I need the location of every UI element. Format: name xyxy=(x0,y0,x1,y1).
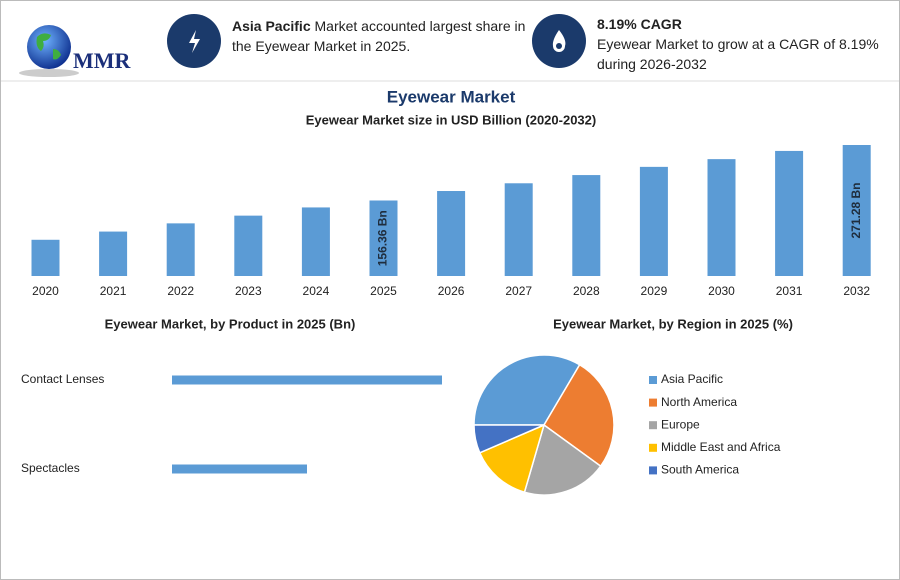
chart-subtitle: Eyewear Market size in USD Billion (2020… xyxy=(306,112,596,127)
x-tick-label: 2025 xyxy=(370,284,397,298)
y-tick-label: Spectacles xyxy=(21,461,80,475)
stat: Asia Pacific Market accounted largest sh… xyxy=(232,16,532,56)
value-label: 156.36 Bn xyxy=(376,210,390,266)
bar xyxy=(842,145,871,276)
x-tick-label: 2024 xyxy=(303,284,330,298)
pie-slice xyxy=(473,354,581,426)
legend-swatch xyxy=(649,376,657,384)
stat-text: Market accounted largest share in the Ey… xyxy=(232,18,526,54)
value-label: 271.28 Bn xyxy=(849,182,863,238)
legend-label: South America xyxy=(661,463,739,477)
bar xyxy=(172,464,307,474)
x-tick-label: 2021 xyxy=(100,284,127,298)
logo-land xyxy=(36,33,61,60)
x-tick-label: 2022 xyxy=(167,284,194,298)
x-tick-label: 2023 xyxy=(235,284,262,298)
legend-label: Europe xyxy=(661,417,700,431)
icon-drop xyxy=(552,30,566,52)
bar xyxy=(775,150,804,276)
x-tick-label: 2032 xyxy=(843,284,870,298)
chart-title: Eyewear Market, by Product in 2025 (Bn) xyxy=(105,316,356,331)
bar xyxy=(504,183,533,276)
legend-label: Asia Pacific xyxy=(661,372,723,386)
legend-label: Middle East and Africa xyxy=(661,440,781,454)
bar xyxy=(172,375,442,385)
x-tick-label: 2030 xyxy=(708,284,735,298)
chart-title: Eyewear Market, by Region in 2025 (%) xyxy=(553,316,793,331)
bar xyxy=(369,200,398,276)
stat: 8.19% CAGR Eyewear Market to grow at a CA… xyxy=(597,14,882,74)
x-tick-label: 2031 xyxy=(776,284,803,298)
pie-slice xyxy=(543,363,615,468)
bar xyxy=(166,223,195,276)
chart-title: Eyewear Market xyxy=(387,87,516,106)
legend-swatch xyxy=(649,398,657,407)
bar xyxy=(707,159,736,276)
logo-text: MMR xyxy=(73,48,132,73)
bar xyxy=(31,239,60,276)
bar xyxy=(99,231,128,276)
bar xyxy=(301,207,330,276)
legend-label: North America xyxy=(661,395,737,409)
icon-bolt xyxy=(189,30,200,53)
x-tick-label: 2020 xyxy=(32,284,59,298)
bar xyxy=(437,191,466,276)
pie-slice xyxy=(473,424,545,454)
stat-text: Eyewear Market to grow at a CAGR of 8.19… xyxy=(597,36,879,72)
legend-swatch xyxy=(649,421,657,430)
x-tick-label: 2027 xyxy=(505,284,532,298)
x-tick-label: 2028 xyxy=(573,284,600,298)
y-tick-label: Contact Lenses xyxy=(21,372,104,386)
x-tick-label: 2026 xyxy=(438,284,465,298)
bar xyxy=(234,215,263,276)
bar xyxy=(572,175,601,276)
bar xyxy=(639,166,668,276)
logo-globe xyxy=(27,25,71,69)
x-tick-label: 2029 xyxy=(641,284,668,298)
legend-swatch xyxy=(649,443,657,452)
stat-title: Asia Pacific xyxy=(232,18,311,34)
icon-drop-dot xyxy=(556,43,562,49)
legend-swatch xyxy=(649,466,657,475)
pie-slice xyxy=(523,423,602,496)
logo-shadow xyxy=(19,69,79,77)
pie-slice xyxy=(478,423,546,494)
stat-title: 8.19% CAGR xyxy=(597,16,682,32)
